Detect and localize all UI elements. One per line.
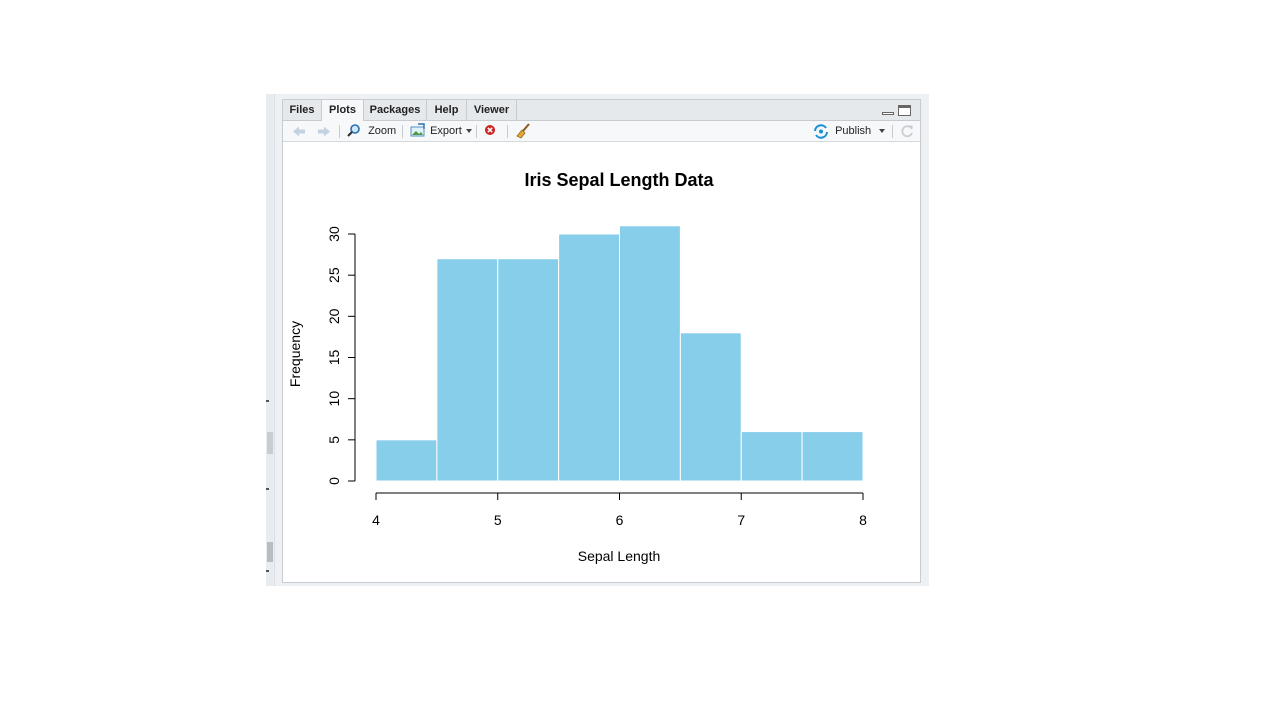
plots-toolbar: Zoom Export — [283, 121, 920, 142]
y-tick-label: 25 — [326, 267, 342, 283]
histogram-bar — [740, 431, 803, 482]
export-image-icon — [410, 123, 425, 137]
chevron-down-icon — [879, 129, 886, 134]
chevron-down-icon — [465, 129, 472, 134]
histogram-bar — [375, 439, 438, 482]
tab-help[interactable]: Help — [427, 100, 467, 121]
left-pane-edge — [266, 94, 275, 586]
pane-tabbar: Files Plots Packages Help Viewer — [283, 100, 920, 122]
publish-label: Publish — [835, 125, 872, 137]
histogram-bars — [375, 225, 864, 482]
tab-packages[interactable]: Packages — [364, 100, 427, 121]
toolbar-separator — [339, 125, 340, 138]
publish-icon — [814, 124, 828, 139]
x-tick-label: 6 — [616, 512, 624, 528]
x-axis: 4 5 6 7 8 — [372, 492, 867, 528]
toolbar-separator — [476, 125, 477, 138]
refresh-icon — [901, 125, 913, 138]
window-controls — [882, 105, 914, 117]
y-tick-label: 15 — [326, 350, 342, 366]
toolbar-separator — [402, 125, 403, 138]
remove-plot-button[interactable] — [483, 121, 497, 142]
left-pane-scrollbar-track[interactable] — [267, 432, 273, 454]
x-tick-label: 4 — [372, 512, 380, 528]
arrow-right-icon — [318, 126, 330, 137]
plots-pane: Files Plots Packages Help Viewer Zoom — [282, 99, 921, 583]
histogram-bar — [497, 258, 560, 482]
histogram-bar — [801, 431, 864, 482]
tab-files[interactable]: Files — [283, 100, 322, 121]
zoom-label: Zoom — [368, 125, 397, 137]
publish-button[interactable]: Publish — [813, 121, 886, 142]
left-pane-marker — [266, 570, 269, 572]
y-tick-label: 10 — [326, 391, 342, 407]
x-tick-label: 5 — [494, 512, 502, 528]
left-pane-marker — [266, 488, 269, 490]
export-button[interactable]: Export — [409, 121, 472, 142]
zoom-button[interactable]: Zoom — [346, 121, 396, 142]
clear-all-plots-button[interactable] — [515, 121, 531, 142]
x-axis-label: Sepal Length — [578, 548, 661, 564]
plot-viewer: Iris Sepal Length Data 0 5 10 15 20 25 30 4 5 6 7… — [283, 142, 920, 582]
chart-title: Iris Sepal Length Data — [524, 170, 714, 190]
x-tick-label: 7 — [737, 512, 745, 528]
arrow-left-icon — [293, 126, 305, 137]
back-button[interactable] — [291, 121, 307, 142]
close-circle-icon — [485, 125, 495, 135]
magnifier-icon — [347, 124, 360, 137]
y-axis: 0 5 10 15 20 25 30 — [326, 226, 356, 485]
toolbar-separator — [507, 125, 508, 138]
y-tick-label: 30 — [326, 226, 342, 242]
y-tick-label: 5 — [326, 436, 342, 444]
tab-viewer[interactable]: Viewer — [467, 100, 517, 121]
histogram-bar — [679, 332, 742, 482]
broom-icon — [516, 123, 530, 139]
tab-plots[interactable]: Plots — [322, 100, 364, 122]
x-tick-label: 8 — [859, 512, 867, 528]
left-pane-marker — [266, 400, 269, 402]
forward-button[interactable] — [316, 121, 332, 142]
y-tick-label: 0 — [326, 477, 342, 485]
toolbar-separator — [892, 125, 893, 138]
histogram-chart: Iris Sepal Length Data 0 5 10 15 20 25 30 4 5 6 7… — [287, 170, 867, 564]
histogram-bar — [436, 258, 499, 482]
histogram-bar — [558, 233, 620, 482]
minimize-pane-button[interactable] — [882, 112, 894, 115]
maximize-pane-button[interactable] — [898, 105, 911, 116]
export-label: Export — [430, 125, 462, 137]
histogram-bar — [619, 225, 681, 482]
y-tick-label: 20 — [326, 308, 342, 324]
y-axis-label: Frequency — [287, 321, 303, 387]
refresh-plot-button[interactable] — [899, 121, 915, 142]
left-pane-scrollbar-thumb[interactable] — [267, 542, 273, 562]
